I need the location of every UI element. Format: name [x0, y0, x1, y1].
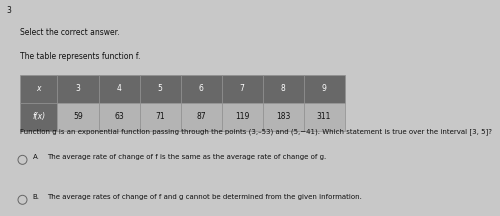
Text: 7: 7: [240, 84, 244, 93]
Bar: [98, 103, 140, 131]
Bar: [20, 103, 58, 131]
Text: The table represents function f.: The table represents function f.: [20, 52, 140, 61]
Text: Select the correct answer.: Select the correct answer.: [20, 28, 119, 37]
Bar: [304, 103, 344, 131]
Bar: [20, 75, 58, 103]
Bar: [58, 75, 98, 103]
Text: The average rates of change of f and g cannot be determined from the given infor: The average rates of change of f and g c…: [48, 194, 362, 200]
Bar: [262, 75, 304, 103]
Text: The average rate of change of f is the same as the average rate of change of g.: The average rate of change of f is the s…: [48, 154, 327, 160]
Text: B.: B.: [32, 194, 40, 200]
Text: 8: 8: [280, 84, 285, 93]
Bar: [140, 75, 180, 103]
Text: Function g is an exponential function passing through the points (3,–53) and (5,: Function g is an exponential function pa…: [20, 129, 492, 135]
Text: f(x): f(x): [32, 112, 46, 121]
Text: 63: 63: [114, 112, 124, 121]
Text: 3: 3: [6, 6, 11, 16]
Text: 119: 119: [235, 112, 249, 121]
Bar: [98, 75, 140, 103]
Bar: [58, 103, 98, 131]
Text: 71: 71: [155, 112, 165, 121]
Text: 87: 87: [196, 112, 206, 121]
Text: 311: 311: [317, 112, 331, 121]
Text: 183: 183: [276, 112, 290, 121]
Text: 9: 9: [322, 84, 326, 93]
Bar: [140, 103, 180, 131]
Bar: [304, 75, 344, 103]
Text: 5: 5: [158, 84, 162, 93]
Bar: [222, 103, 262, 131]
Text: x: x: [36, 84, 41, 93]
Text: A.: A.: [32, 154, 40, 160]
Bar: [222, 75, 262, 103]
Bar: [180, 103, 222, 131]
Text: 3: 3: [76, 84, 80, 93]
Bar: [262, 103, 304, 131]
Text: 59: 59: [73, 112, 83, 121]
Text: 4: 4: [116, 84, 121, 93]
Bar: [180, 75, 222, 103]
Text: 6: 6: [198, 84, 203, 93]
